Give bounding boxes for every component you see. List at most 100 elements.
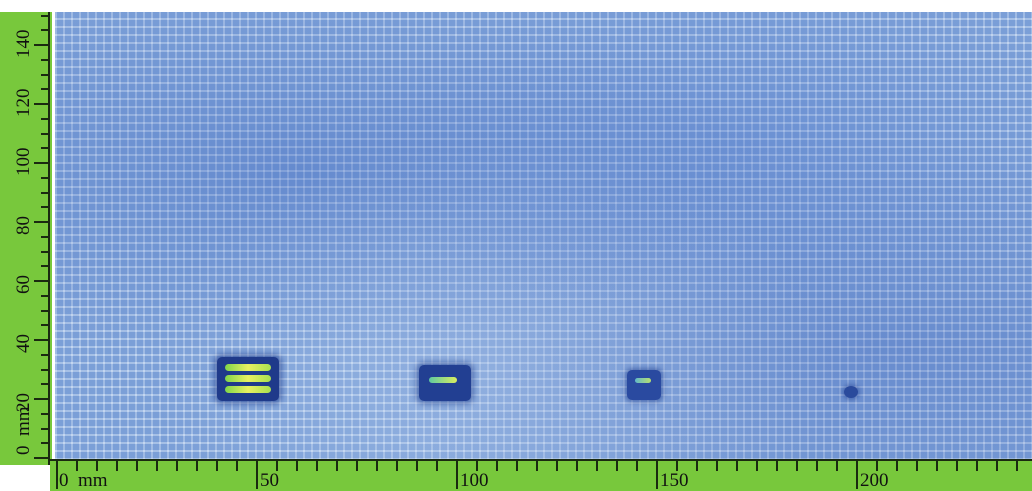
defect-echo-band <box>635 378 651 383</box>
y-major-tick <box>34 398 48 400</box>
x-minor-tick <box>756 461 758 471</box>
x-major-tick <box>656 461 658 489</box>
y-tick-label: 140 <box>13 29 34 59</box>
defect-echo-band <box>225 375 271 382</box>
y-minor-tick <box>41 235 48 238</box>
x-minor-tick <box>196 461 198 471</box>
x-minor-tick <box>316 461 318 471</box>
x-minor-tick <box>416 461 418 471</box>
y-minor-tick <box>41 250 48 253</box>
x-minor-tick <box>376 461 378 471</box>
y-minor-tick <box>41 117 48 120</box>
y-tick-label: 120 <box>13 88 34 118</box>
x-minor-tick <box>536 461 538 471</box>
x-major-tick <box>56 461 58 489</box>
x-minor-tick <box>116 461 118 471</box>
x-minor-tick <box>1016 461 1018 471</box>
x-minor-tick <box>576 461 578 471</box>
vertical-ruler: 0 mm 20 40 60 80 100 120 140 <box>0 12 52 465</box>
y-major-tick <box>34 280 48 282</box>
x-minor-tick <box>296 461 298 471</box>
y-minor-tick <box>41 309 48 312</box>
x-minor-tick <box>396 461 398 471</box>
y-tick-label: 40 <box>13 334 34 353</box>
x-minor-tick <box>556 461 558 471</box>
x-minor-tick <box>436 461 438 471</box>
y-minor-tick <box>41 132 48 135</box>
x-minor-tick <box>636 461 638 471</box>
x-minor-tick <box>76 461 78 471</box>
y-major-tick <box>34 221 48 223</box>
x-minor-tick <box>476 461 478 471</box>
y-minor-tick <box>41 427 48 430</box>
x-minor-tick <box>676 461 678 471</box>
y-minor-tick <box>41 294 48 297</box>
x-minor-tick <box>236 461 238 471</box>
y-tick-label: 60 <box>13 275 34 294</box>
y-minor-tick <box>41 442 48 445</box>
y-major-tick <box>34 103 48 105</box>
x-major-tick <box>456 461 458 489</box>
x-minor-tick <box>876 461 878 471</box>
y-tick-label: 80 <box>13 216 34 235</box>
y-major-tick <box>34 457 48 459</box>
x-tick-label: 50 <box>260 470 279 491</box>
x-minor-tick <box>816 461 818 471</box>
y-minor-tick <box>41 29 48 32</box>
y-minor-tick <box>41 147 48 150</box>
defect-indication-1 <box>217 357 279 401</box>
horizontal-ruler-line <box>50 459 1032 461</box>
x-minor-tick <box>496 461 498 471</box>
x-minor-tick <box>276 461 278 471</box>
x-minor-tick <box>156 461 158 471</box>
x-tick-label: 200 <box>860 470 889 491</box>
defect-echo-band <box>225 386 271 393</box>
x-minor-tick <box>596 461 598 471</box>
y-minor-tick <box>41 191 48 194</box>
y-tick-label: 100 <box>13 147 34 177</box>
x-minor-tick <box>836 461 838 471</box>
x-minor-tick <box>516 461 518 471</box>
x-minor-tick <box>936 461 938 471</box>
y-minor-tick <box>41 206 48 209</box>
x-minor-tick <box>696 461 698 471</box>
x-minor-tick <box>896 461 898 471</box>
x-major-tick <box>856 461 858 489</box>
x-minor-tick <box>776 461 778 471</box>
x-minor-tick <box>956 461 958 471</box>
defect-indication-4 <box>844 386 858 398</box>
y-minor-tick <box>41 324 48 327</box>
x-minor-tick <box>796 461 798 471</box>
x-minor-tick <box>916 461 918 471</box>
defect-echo-band <box>429 377 457 383</box>
y-minor-tick <box>41 58 48 61</box>
x-minor-tick <box>736 461 738 471</box>
y-minor-tick <box>41 88 48 91</box>
scan-area <box>55 12 1032 460</box>
y-major-tick <box>34 44 48 46</box>
x-minor-tick <box>976 461 978 471</box>
x-minor-tick <box>96 461 98 471</box>
y-minor-tick <box>41 412 48 415</box>
x-minor-tick <box>356 461 358 471</box>
y-minor-tick <box>41 353 48 356</box>
x-minor-tick <box>216 461 218 471</box>
y-minor-tick <box>41 176 48 179</box>
y-tick-label: 20 <box>13 393 34 412</box>
x-tick-label: 100 <box>460 470 489 491</box>
defect-indication-2 <box>419 365 471 401</box>
y-origin-label: 0 mm <box>13 406 34 455</box>
y-minor-tick <box>41 14 48 17</box>
x-tick-label: 150 <box>660 470 689 491</box>
vertical-ruler-line <box>48 12 50 465</box>
y-minor-tick <box>41 265 48 268</box>
x-minor-tick <box>336 461 338 471</box>
x-origin-label: 0 mm <box>59 470 108 491</box>
x-minor-tick <box>136 461 138 471</box>
x-minor-tick <box>176 461 178 471</box>
x-major-tick <box>256 461 258 489</box>
x-minor-tick <box>616 461 618 471</box>
x-minor-tick <box>996 461 998 471</box>
x-minor-tick <box>716 461 718 471</box>
